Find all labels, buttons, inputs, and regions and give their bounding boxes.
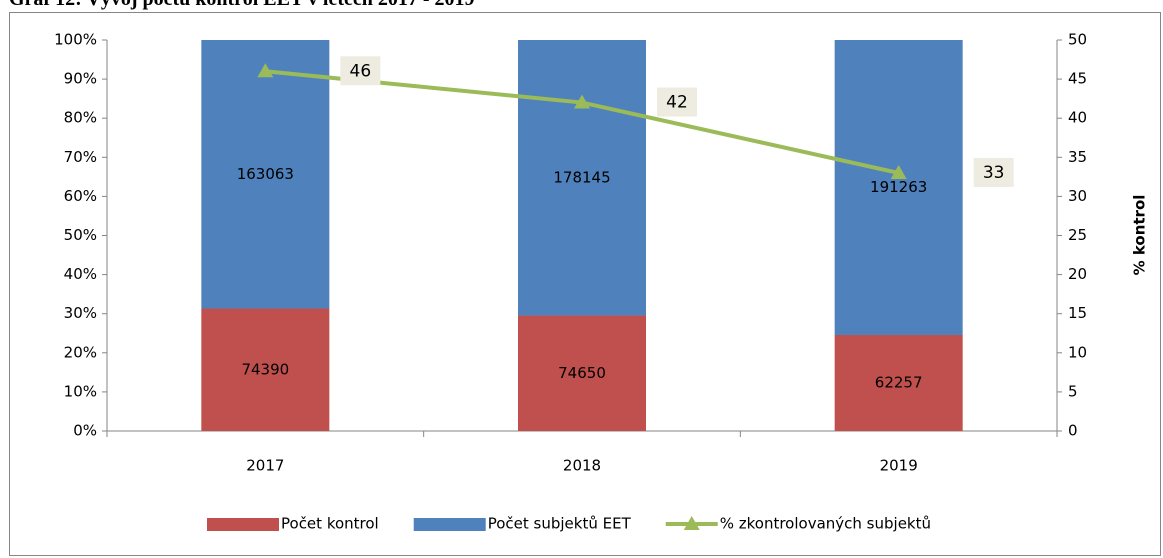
y2-tick-label: 25 bbox=[1068, 226, 1087, 244]
data-label: 33 bbox=[983, 163, 1005, 183]
y2-tick-label: 45 bbox=[1068, 70, 1087, 88]
y-tick-label: 20% bbox=[64, 343, 97, 361]
y-tick-label: 60% bbox=[64, 187, 97, 205]
y-tick-label: 100% bbox=[54, 31, 97, 49]
y-tick-label: 70% bbox=[64, 148, 97, 166]
y2-tick-label: 10 bbox=[1068, 343, 1087, 361]
y2-tick-label: 30 bbox=[1068, 187, 1087, 205]
y-tick-label: 80% bbox=[64, 109, 97, 127]
legend-marker bbox=[683, 516, 700, 530]
bar-segment bbox=[518, 315, 646, 431]
y2-tick-label: 0 bbox=[1068, 422, 1078, 440]
legend-swatch bbox=[207, 518, 279, 531]
y2-tick-label: 40 bbox=[1068, 109, 1087, 127]
bar-label: 191263 bbox=[870, 178, 927, 196]
y2-tick-label: 5 bbox=[1068, 382, 1078, 400]
data-label-box bbox=[657, 87, 697, 117]
bar-label: 74650 bbox=[558, 364, 606, 382]
legend-swatch bbox=[413, 518, 486, 531]
y-tick-label: 40% bbox=[64, 265, 97, 283]
legend-label: % zkontrolovaných subjektů bbox=[720, 515, 931, 533]
y-tick-label: 90% bbox=[64, 70, 97, 88]
line-marker bbox=[890, 164, 907, 179]
data-label-box bbox=[973, 157, 1014, 187]
bar-segment bbox=[834, 334, 963, 431]
bar-label: 74390 bbox=[241, 360, 289, 378]
bar-label: 178145 bbox=[553, 168, 610, 186]
x-tick-label: 2017 bbox=[246, 457, 284, 475]
y2-tick-label: 35 bbox=[1068, 148, 1087, 166]
y-tick-label: 10% bbox=[64, 382, 97, 400]
line-marker bbox=[257, 63, 274, 78]
bar-label: 163063 bbox=[237, 165, 294, 183]
chart-title: Graf 12: Vývoj počtu kontrol EET v letec… bbox=[9, 0, 475, 10]
y-tick-label: 0% bbox=[73, 422, 97, 440]
x-tick-label: 2018 bbox=[563, 457, 601, 475]
legend-label: Počet kontrol bbox=[281, 515, 379, 533]
bar-segment bbox=[834, 40, 963, 335]
data-label-box bbox=[340, 56, 381, 86]
bar-segment bbox=[201, 308, 330, 431]
data-label: 46 bbox=[350, 61, 372, 81]
data-label: 42 bbox=[666, 93, 688, 113]
y2-tick-label: 20 bbox=[1068, 265, 1087, 283]
y-tick-label: 30% bbox=[64, 304, 97, 322]
y-tick-label: 50% bbox=[64, 226, 97, 244]
y2-tick-label: 50 bbox=[1068, 31, 1087, 49]
bar-label: 62257 bbox=[875, 373, 923, 391]
bar-segment bbox=[518, 40, 646, 316]
bar-segment bbox=[201, 40, 330, 309]
y2-axis-title: % kontrol bbox=[1131, 195, 1149, 276]
line-marker bbox=[574, 94, 590, 109]
x-tick-label: 2019 bbox=[880, 457, 918, 475]
legend-label: Počet subjektů EET bbox=[488, 515, 632, 533]
y2-tick-label: 15 bbox=[1068, 304, 1087, 322]
